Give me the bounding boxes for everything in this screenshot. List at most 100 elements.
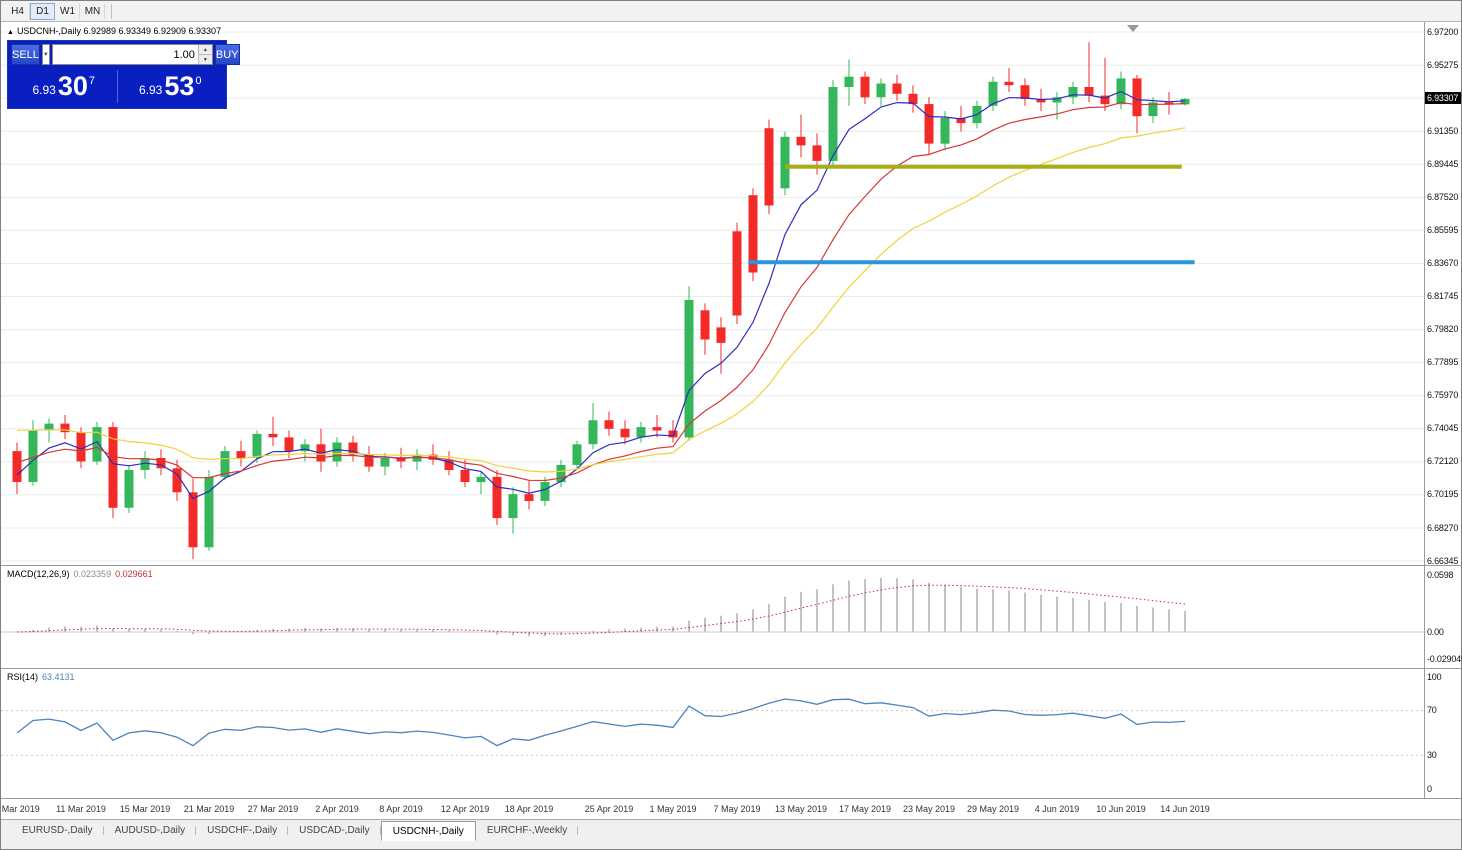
rsi-label: RSI(14) 63.4131 [7, 672, 75, 682]
chart-tab-usdcad-daily[interactable]: USDCAD-,Daily [288, 822, 381, 839]
date-label: 2 Apr 2019 [315, 804, 359, 814]
rsi-line [16, 698, 1186, 747]
sell-button[interactable]: SELL [11, 44, 40, 65]
price-divider [116, 70, 118, 103]
date-label: 13 May 2019 [774, 804, 828, 814]
date-label: 27 Mar 2019 [247, 804, 299, 814]
rsi-axis-label: 0 [1427, 783, 1432, 794]
date-label: 18 Apr 2019 [504, 804, 554, 814]
chart-tab-usdchf-daily[interactable]: USDCHF-,Daily [196, 822, 289, 839]
timeframe-button-d1[interactable]: D1 [30, 2, 55, 20]
timeframe-toolbar: H4 D1 W1 MN [1, 1, 1461, 22]
macd-value-signal: 0.029661 [115, 569, 153, 579]
buy-button[interactable]: BUY [214, 44, 240, 65]
date-label: 29 May 2019 [966, 804, 1020, 814]
one-click-controls: SELL ▼ ▲ ▼ BUY [11, 44, 240, 65]
chart-tab-usdcnh-daily[interactable]: USDCNH-,Daily [380, 821, 476, 841]
rsi-name: RSI(14) [7, 672, 39, 682]
price-axis-label: 6.74045 [1427, 423, 1459, 434]
time-axis[interactable]: 5 Mar 2019 11 Mar 2019 15 Mar 2019 21 Mar 2… [1, 799, 1461, 820]
price-axis-label: 6.68270 [1427, 522, 1459, 533]
price-axis-label: 6.83670 [1427, 258, 1459, 268]
price-axis-label: 6.66345 [1427, 555, 1459, 566]
rsi-value: 63.4131 [42, 672, 75, 682]
chart-tab-bar: EURUSD-,Daily AUDUSD-,Daily USDCHF-,Daily U… [1, 820, 1461, 849]
rsi-axis-label: 100 [1427, 671, 1442, 682]
price-axis-label: 6.77895 [1427, 357, 1459, 368]
macd-histogram [32, 578, 1186, 637]
price-axis-label: 6.89445 [1427, 158, 1459, 169]
date-label: 1 May 2019 [649, 804, 697, 814]
main-chart-canvas[interactable] [1, 22, 1424, 565]
one-click-trading-panel: SELL ▼ ▲ ▼ BUY 6.93307 [7, 40, 240, 109]
date-label: 25 Apr 2019 [584, 804, 634, 814]
sell-price-small: 6.93 [32, 83, 56, 97]
price-axis-label: 6.70195 [1427, 489, 1459, 500]
price-axis-label: 6.97200 [1427, 26, 1459, 37]
macd-axis-label: 0.0598 [1427, 570, 1454, 580]
date-label: 7 May 2019 [713, 804, 761, 814]
macd-axis-label: -0.029049 [1427, 654, 1462, 664]
main-chart-pane: ▲ USDCNH-,Daily 6.92989 6.93349 6.92909 6… [1, 22, 1461, 566]
price-axis-label: 6.95275 [1427, 59, 1459, 70]
rsi-axis-label: 70 [1427, 705, 1437, 716]
moving-average-line-fast-ma [16, 90, 1186, 500]
chart-tab-audusd-daily[interactable]: AUDUSD-,Daily [104, 822, 197, 839]
price-axis-label: 6.87520 [1427, 191, 1459, 202]
timeframe-button-w1[interactable]: W1 [55, 2, 80, 20]
date-label: 21 Mar 2019 [183, 804, 235, 814]
chart-ohlc-info: ▲ USDCNH-,Daily 6.92989 6.93349 6.92909 6… [7, 26, 221, 36]
macd-axis-label: 0.00 [1427, 627, 1444, 637]
chart-tab-eurchf-weekly[interactable]: EURCHF-,Weekly [476, 822, 579, 839]
buy-price-small: 6.93 [138, 83, 163, 97]
date-label: 15 Mar 2019 [119, 804, 171, 814]
sell-price[interactable]: 6.93 30 7 [11, 68, 117, 105]
price-axis-label: 6.81745 [1427, 291, 1459, 301]
date-label: 4 Jun 2019 [1034, 804, 1080, 814]
date-label: 17 May 2019 [838, 804, 892, 814]
timeframe-button-h4[interactable]: H4 [5, 2, 30, 20]
rsi-plot[interactable]: RSI(14) 63.4131 [1, 669, 1425, 798]
rsi-pane: RSI(14) 63.4131 100 70 30 0 [1, 669, 1461, 799]
moving-average-line-slow-ma [17, 127, 1186, 473]
candles-group [12, 42, 1190, 560]
rsi-canvas [1, 698, 1424, 756]
volume-field: ▲ ▼ [51, 44, 213, 65]
date-label: 23 May 2019 [902, 804, 956, 814]
price-axis-label: 6.75970 [1427, 390, 1459, 401]
chart-tab-eurusd-daily[interactable]: EURUSD-,Daily [11, 822, 104, 839]
main-chart-plot[interactable]: ▲ USDCNH-,Daily 6.92989 6.93349 6.92909 6… [1, 22, 1425, 565]
chevron-down-icon: ▼ [42, 51, 49, 58]
buy-price[interactable]: 6.93 53 0 [118, 68, 224, 105]
timeframe-button-mn[interactable]: MN [80, 2, 105, 20]
macd-label: MACD(12,26,9) 0.023359 0.029661 [7, 569, 153, 579]
sell-price-big: 30 [57, 71, 88, 101]
chart-shift-marker[interactable] [1127, 25, 1139, 32]
date-label: 11 Mar 2019 [56, 804, 106, 814]
price-axis-label: 6.85595 [1427, 224, 1459, 235]
macd-signal-line [16, 584, 1186, 635]
date-label: 8 Apr 2019 [379, 804, 423, 814]
price-axis[interactable]: 6.97200 6.95275 6.91350 6.89445 6.87520 6.855… [1425, 22, 1461, 566]
volume-input[interactable] [52, 45, 198, 64]
volume-stepper[interactable]: ▲ ▼ [197, 45, 212, 64]
macd-plot[interactable]: MACD(12,26,9) 0.023359 0.029661 [1, 566, 1425, 668]
chart-title: USDCNH-,Daily 6.92989 6.93349 6.92909 6.… [16, 26, 222, 36]
one-click-prices: 6.93 30 7 6.93 53 0 [11, 68, 223, 105]
toolbar-separator [111, 3, 112, 19]
macd-axis: 0.0598 0.00 -0.029049 [1425, 566, 1462, 668]
current-price-box: 6.93307 [1425, 92, 1461, 105]
moving-average-line-mid-ma [16, 101, 1186, 482]
collapse-triangle-icon[interactable]: ▲ [7, 29, 14, 36]
stepper-up-icon[interactable]: ▲ [198, 45, 212, 55]
stepper-down-icon[interactable]: ▼ [198, 55, 212, 64]
buy-price-big: 53 [164, 71, 195, 101]
volume-dropdown-button[interactable]: ▼ [41, 44, 50, 65]
macd-canvas [1, 578, 1424, 637]
price-axis-label: 6.91350 [1427, 125, 1459, 136]
date-label: 5 Mar 2019 [1, 804, 40, 814]
price-gridlines [1, 31, 1424, 562]
price-axis-label: 6.79820 [1427, 324, 1459, 335]
date-label: 14 Jun 2019 [1160, 804, 1210, 814]
